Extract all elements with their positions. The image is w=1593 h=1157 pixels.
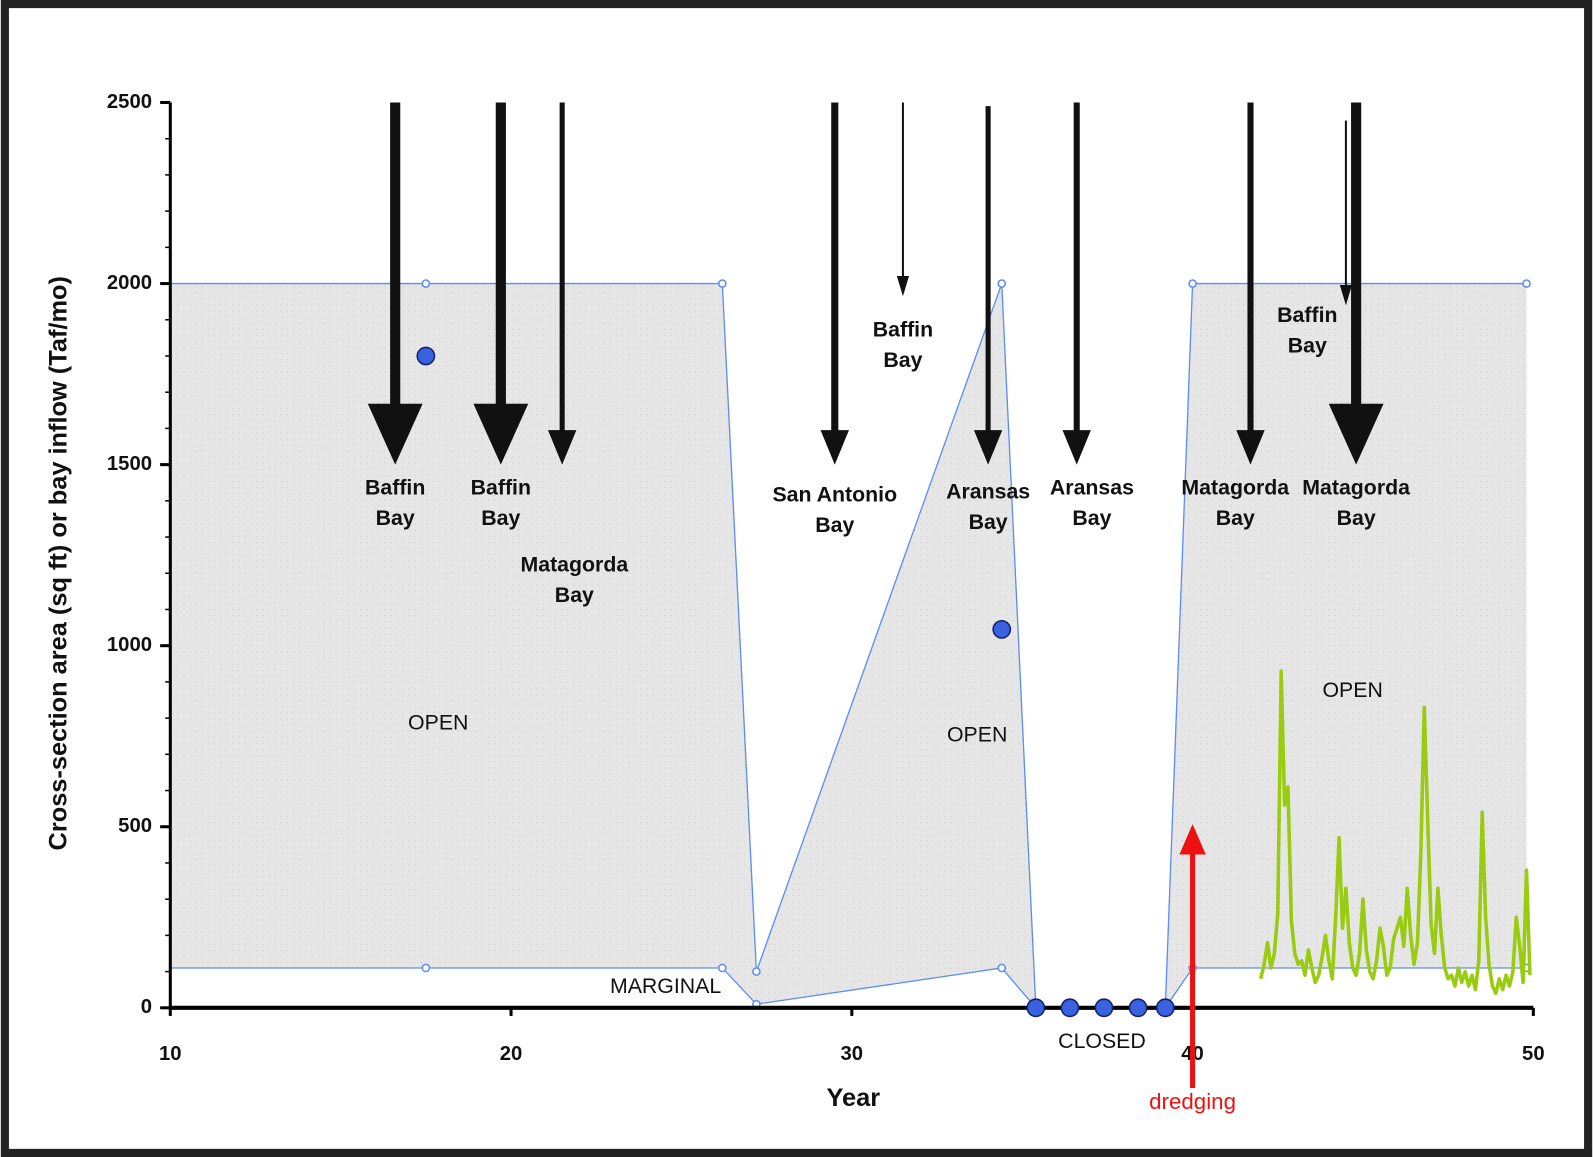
arrow-label: Baffin [471,476,531,500]
x-tick-label: 30 [841,1043,864,1065]
arrow-label: Bay [481,506,520,530]
vertex-marker [1188,279,1197,288]
vertex-marker [997,279,1007,288]
y-tick-label: 1500 [107,453,152,475]
arrow-label: Matagorda [521,553,629,577]
state-label: CLOSED [1058,1029,1146,1053]
arrow-label: Baffin [1277,303,1337,327]
y-tick-label: 1000 [107,634,152,656]
y-tick-label: 500 [118,815,152,837]
arrow-label: Aransas [946,480,1030,504]
inflow-arrow [1236,102,1265,465]
arrow-label: Bay [555,583,594,607]
state-label: OPEN [408,710,468,734]
arrow-label: Bay [1288,334,1327,358]
x-tick-label: 10 [159,1043,182,1065]
vertex-marker [718,279,727,288]
inflow-arrow [367,102,423,465]
state-point [992,620,1012,639]
inflow-arrow [1339,120,1352,306]
x-axis-title: Year [827,1084,881,1112]
state-label: OPEN [1322,678,1382,702]
arrow-label: Bay [1072,506,1111,530]
inflow-arrow [973,106,1003,465]
y-tick-label: 0 [141,996,152,1018]
state-point [1026,998,1046,1018]
state-label: OPEN [947,722,1007,746]
arrow-label: Bay [815,513,854,537]
inflow-arrow [473,102,529,465]
inflow-arrow [820,102,849,465]
arrow-label: Baffin [365,476,425,500]
arrow-label: Matagorda [1181,476,1289,500]
vertex-marker [1522,279,1531,288]
arrow-label: San Antonio [772,483,897,507]
x-tick-label: 50 [1522,1043,1545,1065]
y-axis-title: Cross-section area (sq ft) or bay inflow… [44,276,72,850]
arrow-label: Baffin [873,317,933,341]
x-tick-label: 20 [500,1043,523,1065]
vertex-marker [752,967,761,976]
state-point [1155,998,1175,1018]
vertex-marker [997,963,1007,973]
inflow-arrow [896,102,910,297]
arrow-label: Bay [1337,506,1376,530]
state-label: MARGINAL [610,974,721,998]
arrow-label: Bay [883,348,922,372]
area-fill [170,283,1527,1008]
y-tick-label: 2000 [107,272,152,294]
dredging-arrow [1179,824,1206,1088]
inflow-line [1258,669,1532,996]
inflow-arrow [1062,102,1091,465]
vertex-marker [421,963,431,973]
arrow-label: Aransas [1050,476,1134,500]
state-point [416,346,436,366]
arrow-label: Bay [969,510,1008,534]
arrow-label: Bay [376,506,415,530]
dredging-label: dredging [1149,1089,1236,1114]
y-tick-label: 2500 [107,91,152,113]
inflow-arrow [1328,102,1384,465]
state-point [1128,998,1148,1018]
inflow-arrow [547,102,577,465]
state-point [1060,998,1080,1018]
vertex-marker [718,963,727,973]
arrow-label: Matagorda [1302,476,1410,500]
vertex-marker [421,279,431,288]
state-point [1094,998,1114,1018]
arrow-label: Bay [1216,506,1255,530]
